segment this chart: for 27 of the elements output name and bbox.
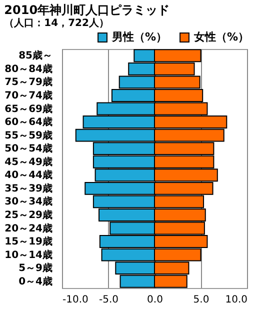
- y-tick-label: 85歳～: [18, 50, 52, 62]
- y-tick-label: 10～14歳: [4, 248, 52, 261]
- x-tick-label: 0.0: [147, 294, 163, 306]
- legend-label: 女性（%）: [193, 30, 250, 44]
- y-tick-label: 70～74歳: [4, 89, 52, 102]
- y-tick-label: 20～24歳: [4, 222, 52, 234]
- chart-title: 2010年神川町人口ピラミッド: [4, 3, 170, 17]
- x-tick-label: -5.0: [98, 294, 119, 306]
- y-tick-label: 30～34歳: [4, 196, 52, 208]
- y-tick-label: 65～69歳: [4, 102, 52, 115]
- y-tick-label: 25～29歳: [4, 208, 52, 221]
- y-tick-label: 50～54歳: [4, 142, 52, 155]
- chart-subtitle: （人口：14，722人）: [4, 17, 109, 29]
- x-tick-label: 5.0: [193, 294, 210, 306]
- y-tick-label: 5～9歳: [18, 262, 52, 274]
- x-tick-label: -10.0: [62, 294, 88, 306]
- y-tick-label: 60～64歳: [4, 116, 52, 128]
- y-tick-label: 45～49歳: [4, 156, 52, 168]
- y-tick-label: 75～79歳: [4, 76, 52, 88]
- y-tick-label: 55～59歳: [4, 129, 52, 142]
- y-tick-label: 35～39歳: [4, 182, 52, 194]
- legend-label: 男性（%）: [111, 30, 168, 44]
- x-tick-label: 10.0: [225, 294, 248, 306]
- y-tick-label: 80～84歳: [4, 62, 52, 75]
- y-tick-label: 15～19歳: [4, 236, 52, 248]
- y-tick-label: 0～4歳: [18, 275, 52, 288]
- y-tick-label: 40～44歳: [4, 169, 52, 182]
